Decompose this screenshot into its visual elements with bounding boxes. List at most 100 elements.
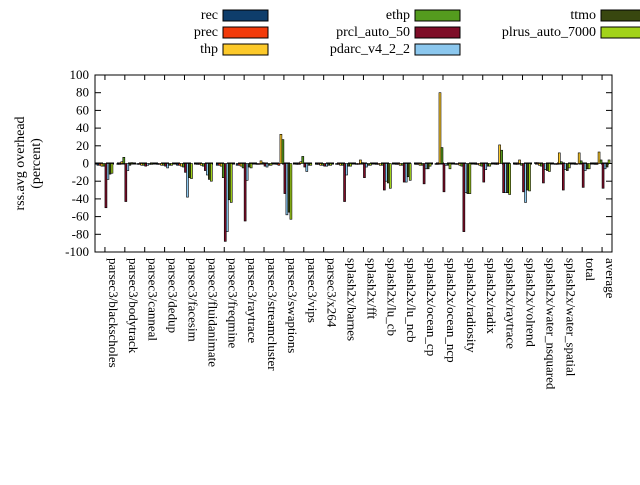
bar-thp-splash2x/water_spatial: [557, 152, 561, 164]
y-tick-label: 80: [76, 85, 89, 100]
bar-ttmo-parsec3/blackscholes: [108, 163, 112, 175]
bar-ttmo-parsec3/freqmine: [227, 163, 231, 201]
bar-ttmo-parsec3/fluidanimate: [208, 163, 211, 180]
x-category-label: splash2x/raytrace: [504, 258, 519, 349]
x-category-label: splash2x/volrend: [524, 258, 539, 347]
bar-thp-parsec3/bodytrack: [120, 161, 124, 164]
bar-pdarc_v4_2_2-parsec3/bodytrack: [126, 163, 130, 171]
bar-ethp-splash2x/raytrace: [500, 149, 503, 164]
bar-prcl_auto_50-parsec3/bodytrack: [124, 163, 128, 202]
bar-ethp-parsec3/swaptions: [281, 139, 285, 164]
y-tick-label: -40: [72, 191, 89, 206]
bar-ethp-parsec3/facesim: [182, 163, 185, 168]
bar-ethp-splash2x/water_spatial: [559, 161, 563, 164]
bar-plrus_auto_7000-parsec3/facesim: [190, 163, 193, 179]
x-category-label: parsec3/freqmine: [225, 258, 240, 348]
bar-rec-parsec3/freqmine: [215, 163, 219, 166]
legend-label-rec: rec: [201, 8, 218, 23]
bar-prcl_auto_50-splash2x/barnes: [343, 163, 346, 202]
bar-thp-parsec3/freqmine: [219, 163, 223, 167]
bar-prec-parsec3/vips: [297, 163, 301, 165]
bar-plrus_auto_7000-parsec3/canneal: [150, 163, 154, 165]
bar-rec-parsec3/bodytrack: [116, 163, 120, 165]
bar-ethp-splash2x/ocean_ncp: [440, 147, 444, 164]
bar-plrus_auto_7000-splash2x/fft: [369, 163, 372, 166]
bar-ethp-parsec3/raytrace: [241, 163, 245, 169]
bar-prec-average: [595, 163, 599, 165]
bar-ethp-parsec3/dedup: [162, 163, 165, 166]
bar-prec-splash2x/volrend: [516, 163, 519, 165]
y-tick-label: -80: [72, 226, 89, 241]
bar-prec-splash2x/fft: [357, 163, 360, 165]
bar-plrus_auto_7000-parsec3/dedup: [170, 163, 173, 166]
bar-rec-parsec3/fluidanimate: [196, 163, 199, 165]
bar-plrus_auto_7000-parsec3/x264: [329, 163, 332, 166]
x-category-label: splash2x/barnes: [345, 258, 360, 341]
bar-thp-parsec3/canneal: [140, 163, 144, 166]
x-category-label: parsec3/canneal: [146, 258, 161, 341]
legend-swatch-thp: [222, 43, 269, 56]
legend-label-plrus_auto_7000: plrus_auto_7000: [502, 25, 596, 40]
x-category-label: splash2x/fft: [364, 258, 379, 320]
bar-plrus_auto_7000-parsec3/streamcluster: [269, 163, 273, 166]
bar-prec-parsec3/bodytrack: [118, 163, 122, 165]
bar-ethp-parsec3/freqmine: [221, 163, 225, 178]
bar-ttmo-parsec3/bodytrack: [128, 163, 132, 166]
bar-prec-parsec3/streamcluster: [257, 163, 261, 165]
bar-thp-parsec3/raytrace: [239, 163, 243, 167]
bar-thp-splash2x/fft: [359, 159, 362, 164]
bar-thp-parsec3/fluidanimate: [200, 163, 203, 166]
bar-prec-parsec3/facesim: [178, 163, 181, 166]
bar-pdarc_v4_2_2-parsec3/blackscholes: [106, 163, 110, 180]
bar-prcl_auto_50-parsec3/raytrace: [243, 163, 247, 222]
y-tick-label: -20: [72, 173, 89, 188]
x-category-label: average: [603, 258, 618, 299]
bar-pdarc_v4_2_2-parsec3/facesim: [186, 163, 189, 198]
bar-ttmo-parsec3/raytrace: [247, 163, 251, 168]
x-category-label: parsec3/raytrace: [245, 258, 260, 343]
legend-label-thp: thp: [200, 42, 218, 57]
x-category-label: splash2x/ocean_cp: [424, 258, 439, 356]
legend-swatch-pdarc_v4_2_2: [414, 43, 461, 56]
bar-plrus_auto_7000-splash2x/radiosity: [468, 163, 472, 194]
bar-thp-average: [597, 151, 601, 164]
bar-pdarc_v4_2_2-parsec3/canneal: [146, 163, 150, 166]
bar-plrus_auto_7000-splash2x/radix: [488, 163, 492, 167]
bar-plrus_auto_7000-splash2x/water_spatial: [567, 163, 571, 169]
bar-thp-splash2x/ocean_ncp: [438, 92, 442, 164]
bar-thp-splash2x/volrend: [518, 159, 521, 164]
legend-swatch-rec: [222, 9, 269, 22]
x-category-label: splash2x/ocean_ncp: [444, 258, 459, 363]
x-category-label: parsec3/fluidanimate: [205, 258, 220, 367]
legend-swatch-ethp: [414, 9, 461, 22]
bar-prcl_auto_50-splash2x/radiosity: [462, 163, 466, 232]
bar-pdarc_v4_2_2-parsec3/fluidanimate: [206, 163, 209, 176]
legend-label-pdarc_v4_2_2: pdarc_v4_2_2: [330, 42, 410, 57]
bar-plrus_auto_7000-splash2x/volrend: [528, 163, 531, 192]
bar-prcl_auto_50-splash2x/water_nsquared: [542, 163, 545, 184]
bar-rec-parsec3/blackscholes: [96, 163, 100, 166]
bar-plrus_auto_7000-parsec3/blackscholes: [110, 163, 114, 174]
bar-pdarc_v4_2_2-parsec3/dedup: [166, 163, 169, 169]
bar-prcl_auto_50-parsec3/facesim: [184, 163, 187, 173]
bar-plrus_auto_7000-parsec3/raytrace: [249, 163, 253, 169]
bar-plrus_auto_7000-parsec3/fluidanimate: [210, 163, 213, 182]
bar-thp-parsec3/facesim: [180, 163, 183, 167]
y-tick-label: 60: [76, 102, 89, 117]
bar-plrus_auto_7000-parsec3/bodytrack: [130, 162, 134, 164]
bar-plrus_auto_7000-total: [587, 163, 591, 170]
x-category-label: parsec3/blackscholes: [106, 258, 121, 368]
bar-plrus_auto_7000-parsec3/vips: [309, 163, 313, 166]
bar-prcl_auto_50-parsec3/fluidanimate: [204, 163, 207, 171]
bar-prcl_auto_50-splash2x/water_spatial: [561, 163, 565, 191]
bar-plrus_auto_7000-average: [607, 159, 611, 164]
x-category-label: parsec3/swaptions: [285, 258, 300, 353]
bar-plrus_auto_7000-splash2x/lu_ncb: [408, 163, 412, 181]
bar-prec-parsec3/dedup: [158, 163, 161, 165]
bar-rec-parsec3/raytrace: [235, 163, 239, 166]
legend-label-prec: prec: [194, 25, 218, 40]
bar-ethp-total: [579, 160, 583, 164]
y-tick-label: -60: [72, 209, 89, 224]
